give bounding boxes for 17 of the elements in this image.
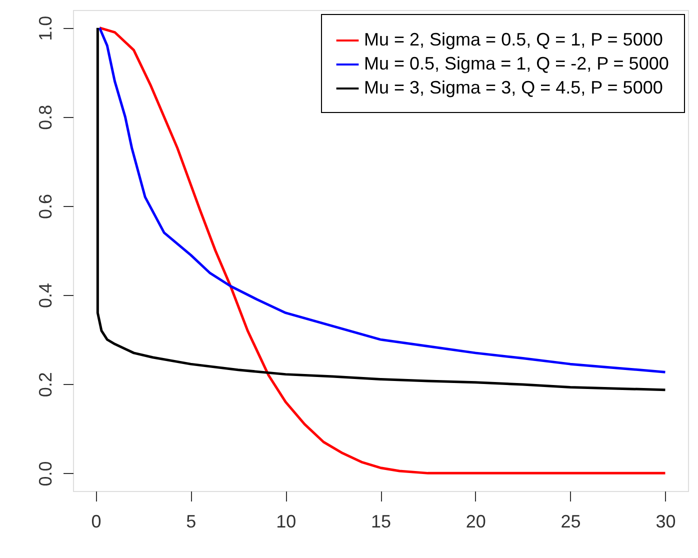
x-tick-label: 10 xyxy=(276,512,296,532)
y-tick-label: 0.6 xyxy=(36,194,56,219)
legend-label: Mu = 2, Sigma = 0.5, Q = 1, P = 5000 xyxy=(364,30,663,50)
x-tick-label: 20 xyxy=(466,512,486,532)
y-tick-label: 0.4 xyxy=(36,283,56,308)
legend-label: Mu = 3, Sigma = 3, Q = 4.5, P = 5000 xyxy=(364,78,663,98)
y-tick-label: 0.8 xyxy=(36,104,56,130)
x-tick-label: 5 xyxy=(186,512,196,532)
y-tick-label: 0.0 xyxy=(36,461,56,486)
x-tick-label: 15 xyxy=(370,512,392,532)
x-tick-label: 0 xyxy=(91,512,102,532)
x-tick-label: 30 xyxy=(656,512,676,532)
y-tick-label: 1.0 xyxy=(36,16,56,41)
legend-label: Mu = 0.5, Sigma = 1, Q = -2, P = 5000 xyxy=(364,54,669,74)
line-series xyxy=(98,26,666,474)
y-tick-label: 0.2 xyxy=(36,372,56,398)
x-tick-label: 25 xyxy=(560,512,581,532)
